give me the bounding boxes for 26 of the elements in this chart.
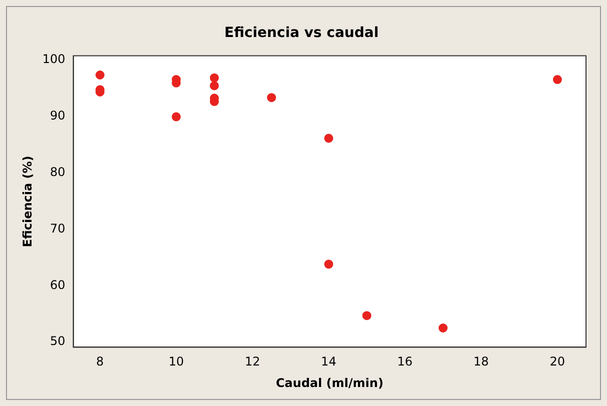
x-axis-title: Caudal (ml/min) (276, 376, 384, 390)
point (267, 93, 276, 102)
point (172, 112, 181, 122)
y-tick-label: 80 (50, 164, 66, 179)
y-tick-label: 70 (50, 221, 66, 236)
x-tick-label: 16 (397, 354, 413, 369)
y-tick-label: 50 (50, 334, 66, 348)
y-axis-title: Eficiencia (%) (20, 156, 34, 248)
y-tick-label: 100 (42, 52, 66, 66)
x-tick-label: 10 (168, 354, 184, 369)
point (95, 70, 104, 80)
point (210, 73, 219, 82)
point (210, 81, 219, 90)
point (362, 311, 372, 320)
point (324, 134, 334, 143)
chart-title: Eficiencia vs caudal (224, 25, 379, 42)
x-tick-label: 20 (550, 354, 566, 369)
point (438, 324, 448, 332)
point (324, 260, 334, 269)
x-tick-label: 12 (244, 354, 260, 369)
x-tick-label: 18 (474, 354, 489, 369)
y-tick-label: 90 (50, 108, 66, 122)
point (552, 75, 562, 84)
y-tick-label: 60 (50, 278, 66, 292)
x-tick-label: 8 (96, 354, 104, 369)
x-tick-label: 14 (321, 354, 336, 369)
